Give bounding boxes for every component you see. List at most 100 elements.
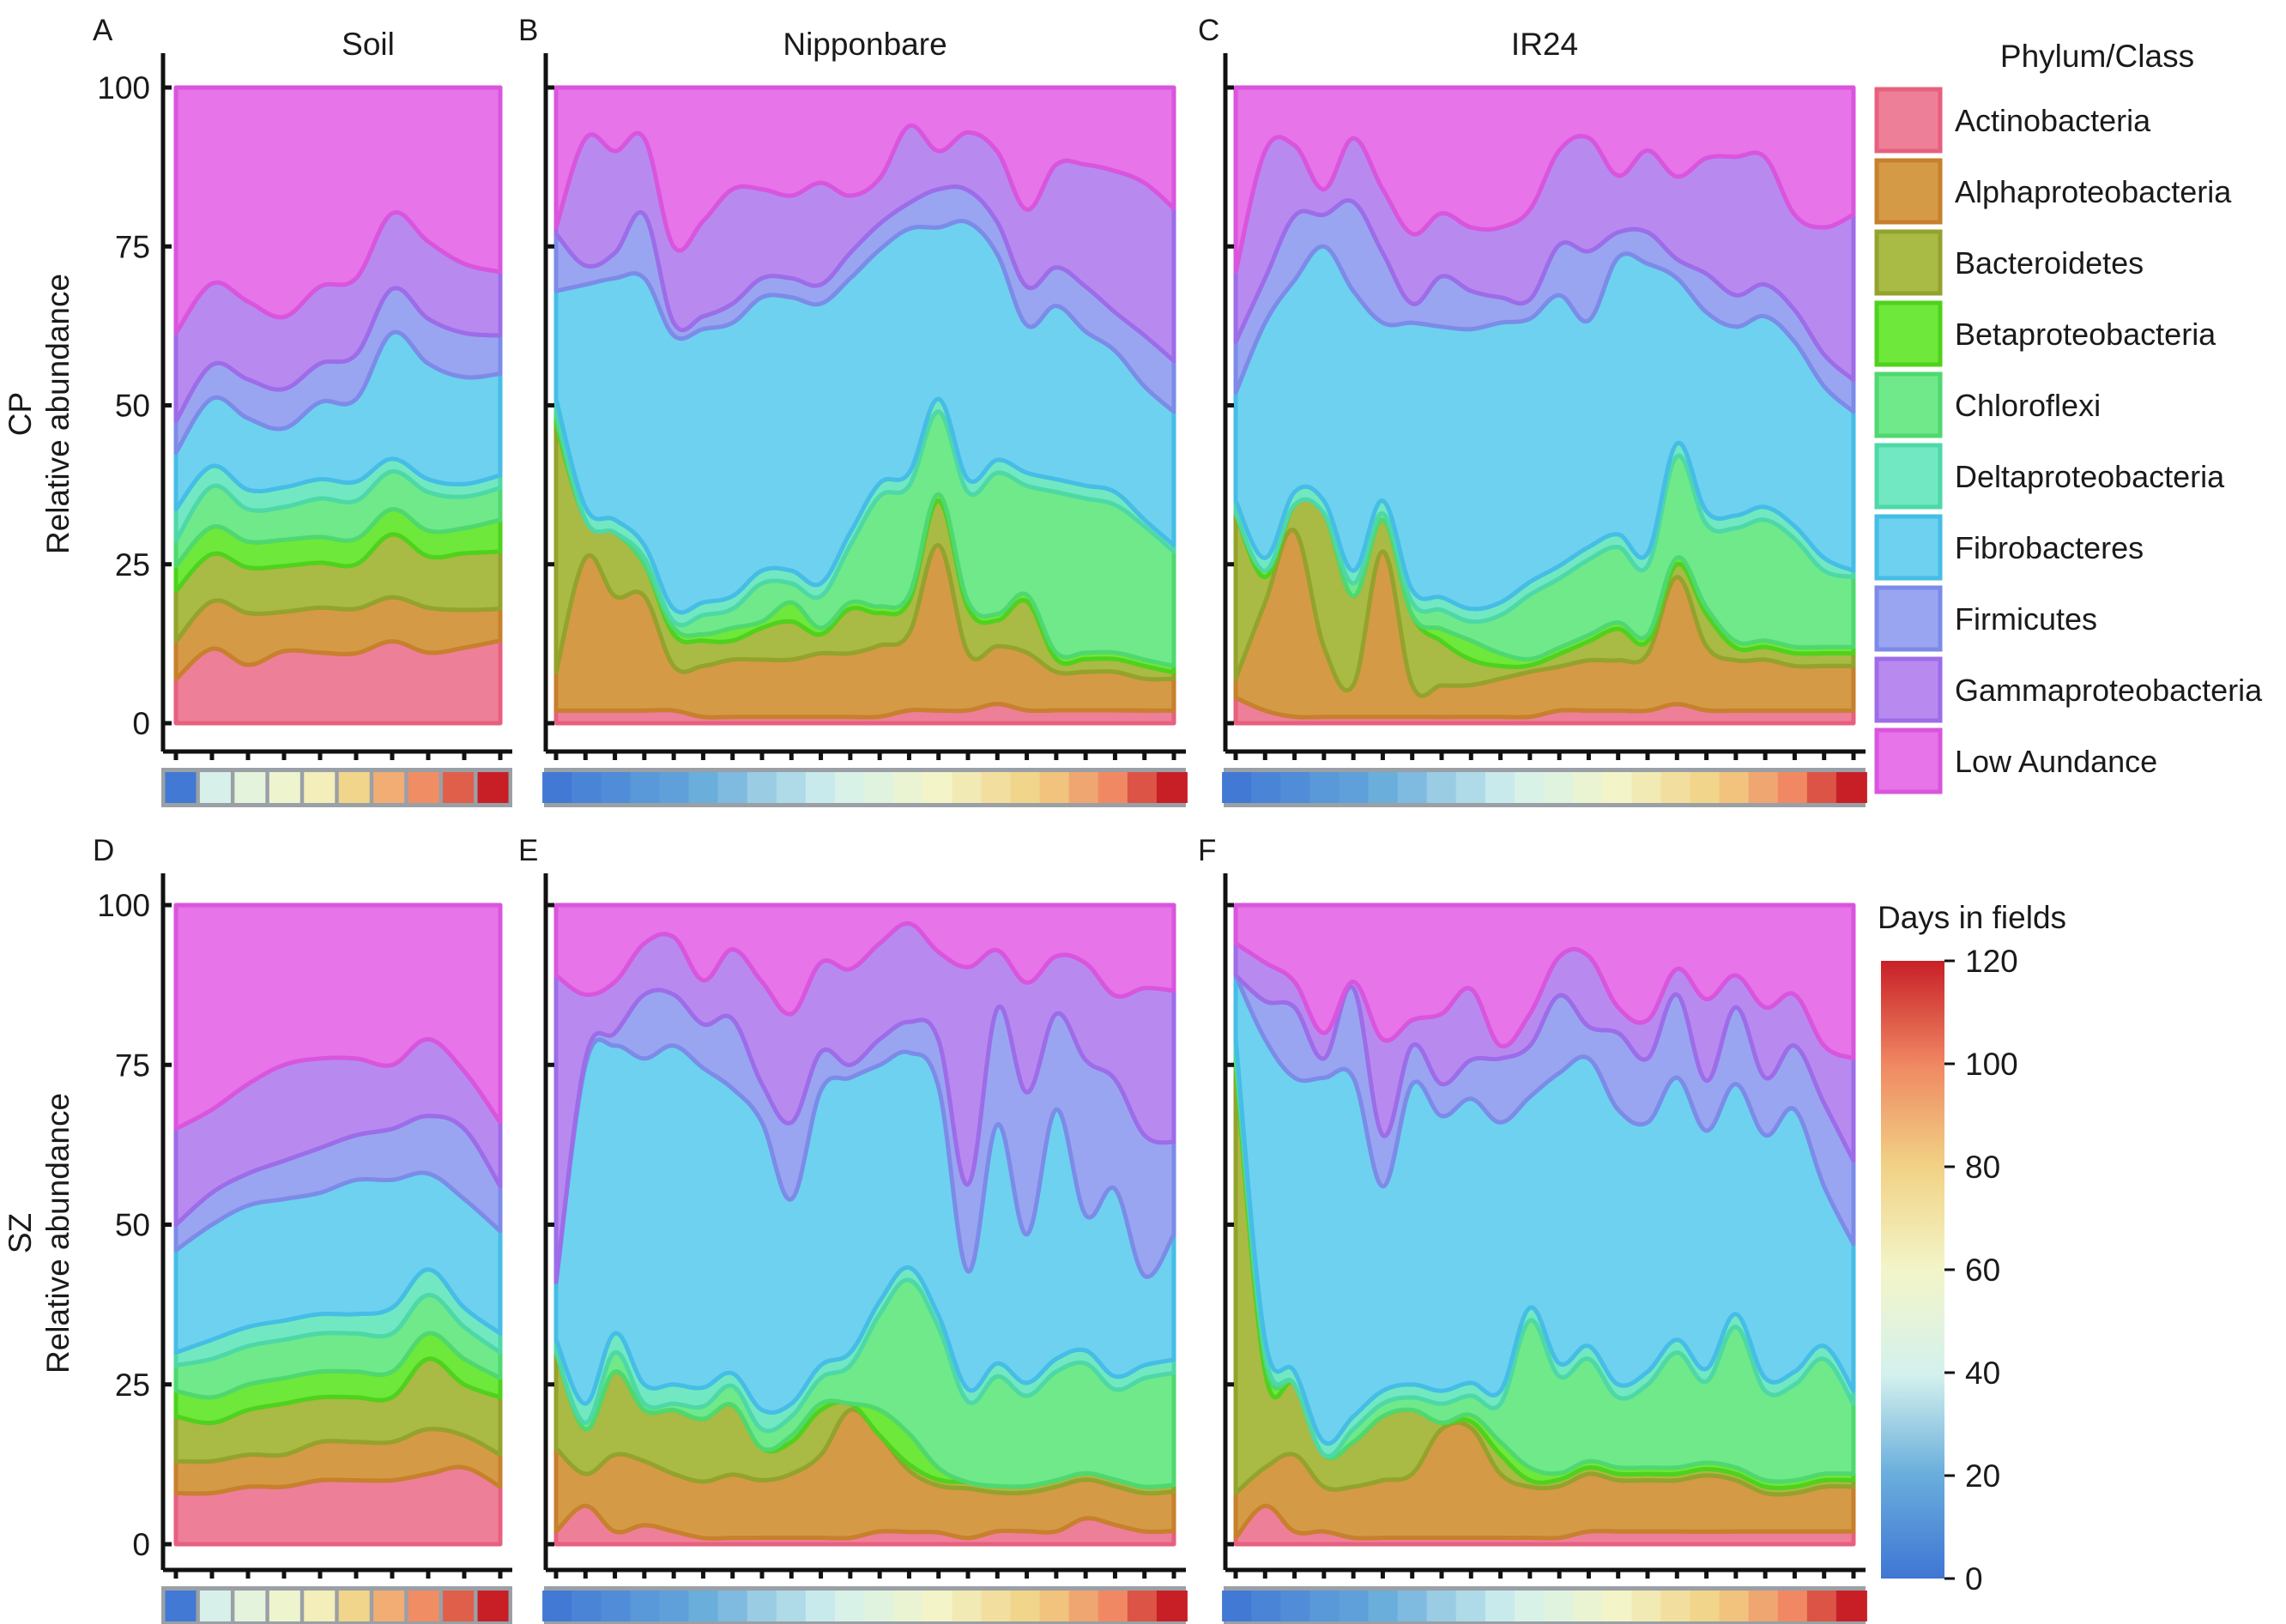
day-box-B-1: [572, 772, 603, 803]
panel-letter-D: D: [93, 834, 114, 867]
day-box-B-15: [981, 772, 1013, 803]
day-box-E-20: [1127, 1591, 1158, 1621]
y-tick-label-D-25: 25: [115, 1367, 150, 1403]
day-box-B-13: [922, 772, 954, 803]
day-box-E-17: [1039, 1591, 1071, 1621]
day-box-E-19: [1098, 1591, 1129, 1621]
day-box-D-5: [338, 1591, 370, 1621]
colorbar-tick-label-60: 60: [1965, 1253, 2000, 1288]
legend-swatch-chloroflexi: [1874, 371, 1943, 438]
day-box-E-16: [1010, 1591, 1042, 1621]
day-box-F-5: [1368, 1591, 1400, 1621]
day-box-A-2: [234, 772, 266, 803]
day-box-F-7: [1426, 1591, 1458, 1621]
legend-swatch-gammaproteobacteria: [1874, 656, 1943, 723]
day-box-A-1: [199, 772, 231, 803]
y-tick-label-A-50: 50: [115, 389, 150, 424]
colorbar-tick-label-80: 80: [1965, 1150, 2000, 1185]
colorbar-tick-label-100: 100: [1965, 1047, 2018, 1082]
y-tick-label-A-25: 25: [115, 547, 150, 583]
day-box-C-7: [1426, 772, 1458, 803]
day-box-F-12: [1573, 1591, 1605, 1621]
row-label-sz: SZ: [3, 1213, 38, 1253]
legend-swatch-bacteroidetes: [1874, 229, 1943, 296]
day-box-B-14: [952, 772, 983, 803]
day-box-B-12: [893, 772, 925, 803]
legend-swatch-deltaproteobacteria: [1874, 443, 1943, 510]
day-box-A-3: [269, 772, 300, 803]
day-box-F-9: [1485, 1591, 1516, 1621]
day-box-F-10: [1514, 1591, 1545, 1621]
area-F-low-aundance: [1233, 903, 1856, 1061]
day-box-B-7: [747, 772, 778, 803]
day-box-B-5: [688, 772, 720, 803]
day-box-C-18: [1748, 772, 1780, 803]
day-box-B-20: [1127, 772, 1158, 803]
row-label-cp: CP: [3, 392, 38, 436]
day-box-C-14: [1631, 772, 1663, 803]
legend-swatch-betaproteobacteria: [1874, 300, 1943, 367]
colorbar-tick-label-40: 40: [1965, 1355, 2000, 1391]
day-box-F-1: [1251, 1591, 1283, 1621]
area-A-low-aundance: [173, 85, 503, 335]
day-box-C-3: [1309, 772, 1341, 803]
day-box-F-15: [1660, 1591, 1692, 1621]
day-box-C-1: [1251, 772, 1283, 803]
day-box-C-12: [1573, 772, 1605, 803]
day-box-E-5: [688, 1591, 720, 1621]
panel-title-A: Soil: [342, 27, 395, 62]
day-box-E-10: [834, 1591, 866, 1621]
day-box-C-0: [1222, 772, 1254, 803]
y-tick-label-D-50: 50: [115, 1208, 150, 1243]
legend-label-bacteroidetes: Bacteroidetes: [1955, 245, 2144, 281]
day-box-C-4: [1339, 772, 1370, 803]
panel-letter-F: F: [1198, 834, 1216, 867]
y-tick-label-A-75: 75: [115, 229, 150, 264]
area-C-low-aundance: [1233, 85, 1856, 275]
panels: 0 25 50 75 100 Relative abundance A Soil B Nippon…: [40, 14, 1867, 1624]
day-box-F-13: [1602, 1591, 1634, 1621]
legend-label-actinobacteria: Actinobacteria: [1955, 103, 2151, 138]
day-box-A-6: [373, 772, 405, 803]
day-box-E-0: [542, 1591, 574, 1621]
row-labels: CP SZ: [3, 392, 38, 1253]
panel-letter-C: C: [1198, 14, 1219, 47]
y-axis-title-D: Relative abundance: [40, 1093, 76, 1373]
y-tick-label-A-100: 100: [97, 70, 150, 106]
day-box-F-19: [1777, 1591, 1809, 1621]
day-box-E-13: [922, 1591, 954, 1621]
day-box-C-9: [1485, 772, 1516, 803]
colorbar-tick-label-0: 0: [1965, 1561, 1983, 1597]
day-box-A-7: [408, 772, 439, 803]
day-box-F-20: [1806, 1591, 1838, 1621]
day-box-D-0: [165, 1591, 197, 1621]
day-box-C-2: [1280, 772, 1312, 803]
day-box-B-4: [659, 772, 691, 803]
panel-letter-E: E: [518, 834, 538, 867]
day-box-C-20: [1806, 772, 1838, 803]
day-box-E-4: [659, 1591, 691, 1621]
day-box-F-8: [1455, 1591, 1487, 1621]
day-box-F-21: [1835, 1591, 1867, 1621]
panel-E: E: [518, 834, 1188, 1624]
day-box-C-5: [1368, 772, 1400, 803]
legend-label-fibrobacteres: Fibrobacteres: [1955, 530, 2144, 565]
day-box-F-2: [1280, 1591, 1312, 1621]
day-box-F-0: [1222, 1591, 1254, 1621]
legend-label-deltaproteobacteria: Deltaproteobacteria: [1955, 459, 2225, 494]
day-box-C-19: [1777, 772, 1809, 803]
panel-D: 0 25 50 75 100 Relative abundance D: [40, 834, 512, 1624]
day-box-B-9: [805, 772, 837, 803]
day-box-B-3: [630, 772, 662, 803]
day-box-C-21: [1835, 772, 1867, 803]
day-box-C-16: [1690, 772, 1721, 803]
day-box-F-18: [1748, 1591, 1780, 1621]
day-box-E-2: [601, 1591, 632, 1621]
day-box-E-21: [1156, 1591, 1188, 1621]
day-box-D-9: [477, 1591, 509, 1621]
y-axis-title-A: Relative abundance: [40, 274, 76, 554]
area-D-low-aundance: [173, 903, 503, 1132]
day-box-E-14: [952, 1591, 983, 1621]
day-box-C-13: [1602, 772, 1634, 803]
